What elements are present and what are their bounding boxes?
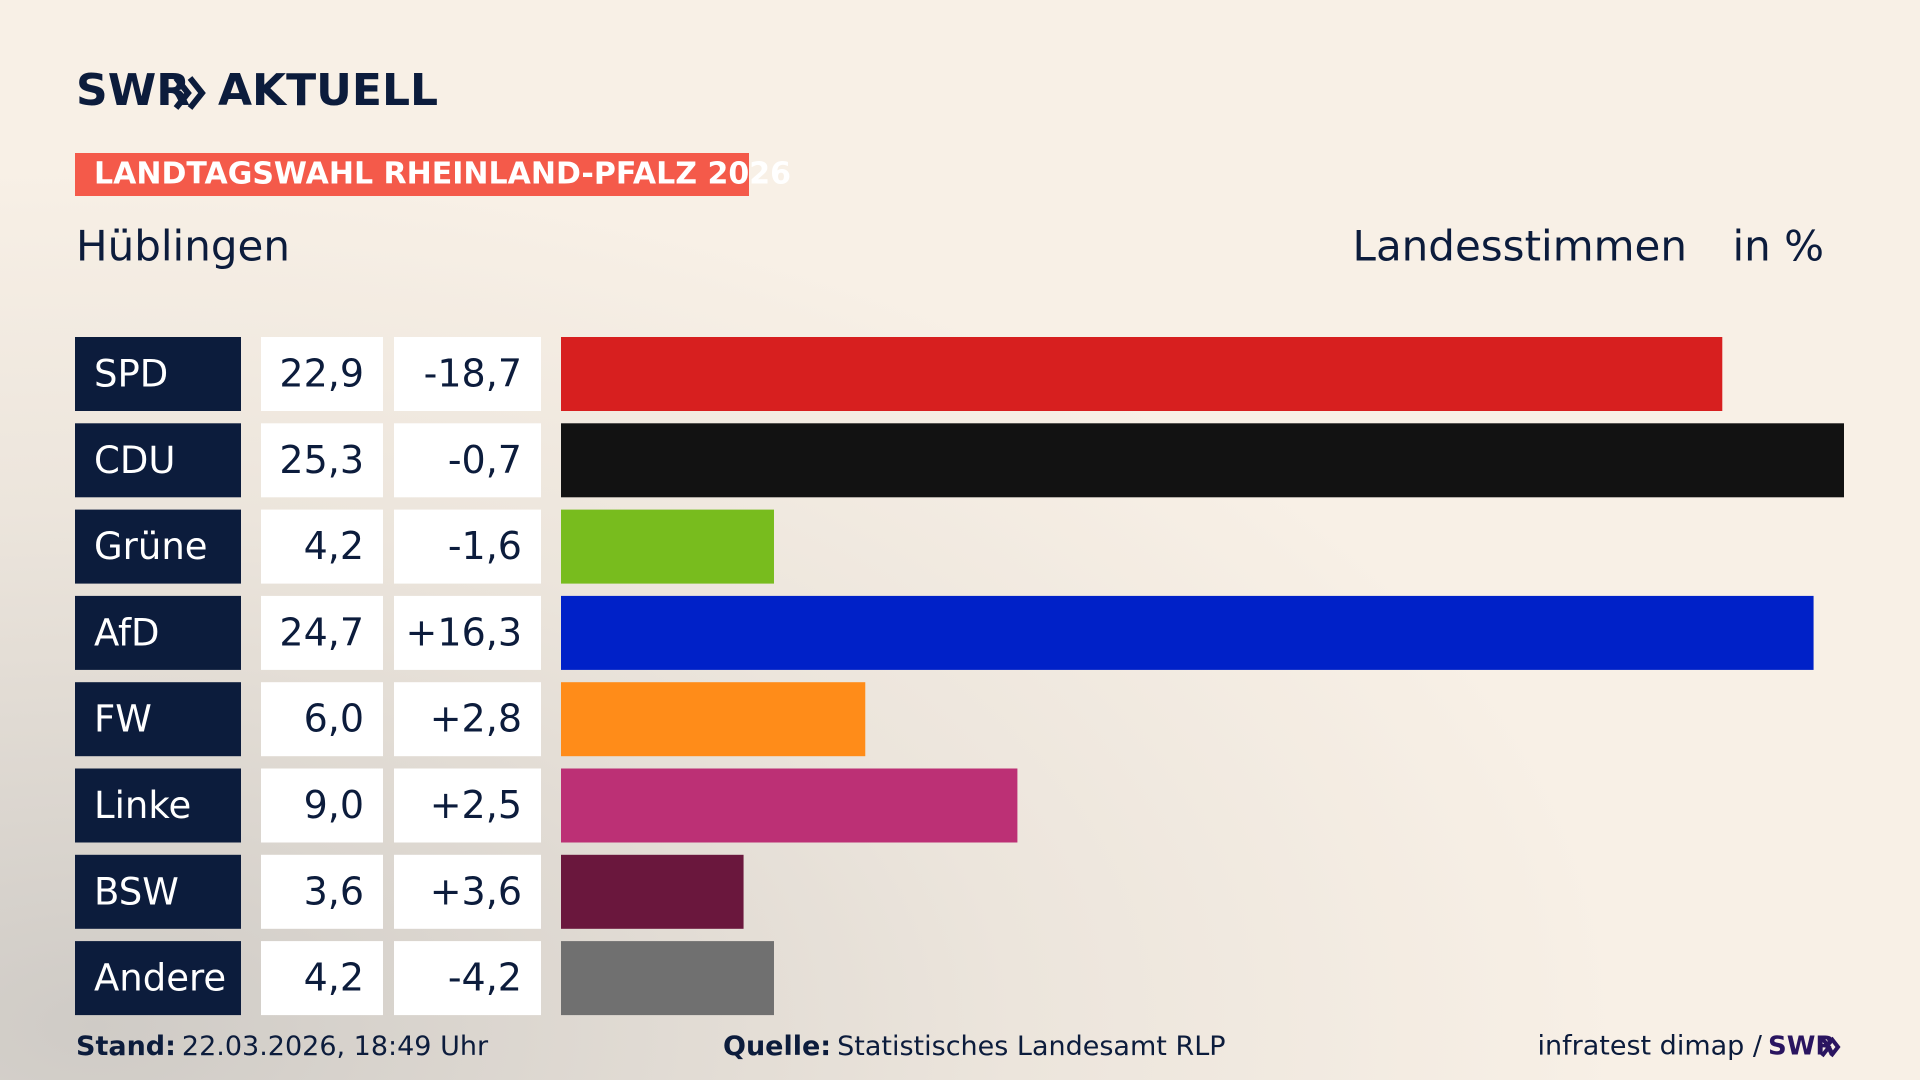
value-label: Landesstimmen — [1353, 222, 1687, 271]
value-label: 3,6 — [304, 869, 364, 913]
party-cell — [75, 337, 241, 411]
credit: infratest dimap / — [1537, 1031, 1762, 1062]
value-label: 22,9 — [279, 352, 364, 396]
credit-brand: SWR — [1768, 1032, 1835, 1062]
rows: SPD 22,9 -18,7 CDU 25,3 -0,7 Grüne 4,2 -1,6 AfD 24… — [75, 337, 1844, 1016]
value-label: 9,0 — [304, 783, 364, 827]
value-cell — [261, 768, 383, 843]
value-cell — [261, 941, 383, 1016]
source-label: Quelle: — [723, 1031, 831, 1062]
party-cell — [75, 509, 241, 584]
value-cell — [261, 509, 383, 584]
party-label: SPD — [94, 353, 168, 396]
party-label: Andere — [94, 957, 226, 1000]
change-label: -1,6 — [448, 524, 522, 568]
party-label: Grüne — [94, 525, 208, 568]
change-cell — [394, 941, 541, 1016]
party-cell — [75, 854, 241, 929]
chart-title: LANDTAGSWAHL RHEINLAND-PFALZ 2026 — [94, 157, 791, 192]
footer-source: Quelle: Statistisches Landesamt RLP — [723, 1031, 1226, 1062]
party-label: AfD — [94, 611, 160, 654]
bar — [561, 337, 1723, 411]
value-label: 24,7 — [279, 610, 364, 654]
value-cell — [261, 854, 383, 929]
change-label: -18,7 — [424, 352, 522, 396]
source: Statistisches Landesamt RLP — [837, 1031, 1225, 1062]
bar — [561, 509, 774, 584]
party-cell — [75, 682, 241, 757]
change-cell — [394, 768, 541, 843]
value-cell — [261, 595, 383, 670]
bar — [561, 682, 866, 757]
title-tag — [75, 153, 749, 196]
change-cell — [394, 423, 541, 498]
change-label: -4,2 — [448, 956, 522, 1000]
stand: 22.03.2026, 18:49 Uhr — [182, 1031, 489, 1062]
subtitle: Hüblingen — [76, 222, 290, 271]
stand-label: Stand: — [76, 1031, 176, 1062]
party-cell — [75, 595, 241, 670]
value-label: 4,2 — [304, 524, 364, 568]
change-label: +2,8 — [430, 697, 522, 741]
bar — [561, 941, 774, 1016]
party-cell — [75, 423, 241, 498]
value-label: 4,2 — [304, 956, 364, 1000]
change-label: +2,5 — [430, 783, 522, 827]
party-label: BSW — [94, 870, 179, 913]
value-cell — [261, 423, 383, 498]
bar — [561, 423, 1844, 498]
party-label: Linke — [94, 784, 191, 827]
change-label: +3,6 — [430, 869, 522, 913]
brand-chevrons — [173, 76, 206, 110]
change-cell — [394, 854, 541, 929]
change-cell — [394, 595, 541, 670]
value-label: 25,3 — [279, 438, 364, 482]
change-label: +16,3 — [406, 610, 522, 654]
bar — [561, 768, 1018, 843]
party-label: FW — [94, 698, 152, 741]
credit-chevrons — [1820, 1036, 1841, 1058]
brand-suffix: AKTUELL — [218, 65, 438, 116]
unit-label: in % — [1732, 222, 1824, 271]
party-cell — [75, 768, 241, 843]
footer-stand: Stand: 22.03.2026, 18:49 Uhr — [76, 1031, 489, 1062]
bar — [561, 595, 1814, 670]
value-cell — [261, 337, 383, 411]
bar — [561, 854, 744, 929]
change-cell — [394, 509, 541, 584]
change-cell — [394, 682, 541, 757]
change-label: -0,7 — [448, 438, 522, 482]
value-cell — [261, 682, 383, 757]
change-cell — [394, 337, 541, 411]
brand: SWR — [76, 65, 190, 116]
party-cell — [75, 941, 241, 1016]
party-label: CDU — [94, 439, 175, 482]
value-label: 6,0 — [304, 697, 364, 741]
